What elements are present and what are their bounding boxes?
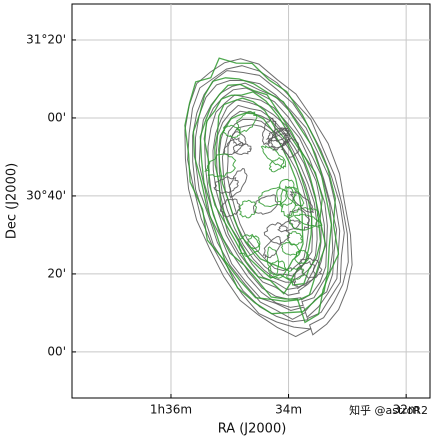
contour bbox=[285, 186, 305, 207]
contour bbox=[252, 194, 278, 215]
contour bbox=[276, 178, 297, 209]
y-axis-label: Dec (J2000) bbox=[5, 163, 20, 239]
contour bbox=[268, 156, 285, 173]
contour bbox=[292, 260, 316, 288]
contour bbox=[204, 153, 237, 178]
contour bbox=[222, 124, 241, 139]
contour bbox=[203, 91, 322, 295]
contour bbox=[184, 58, 353, 338]
contour bbox=[192, 70, 345, 323]
contour bbox=[199, 83, 327, 302]
contour bbox=[294, 249, 310, 265]
contour bbox=[294, 213, 323, 229]
grid bbox=[72, 4, 430, 398]
contour bbox=[262, 235, 282, 259]
contour bbox=[260, 145, 287, 170]
y-tick-label: 30°40' bbox=[26, 188, 66, 202]
contour bbox=[270, 127, 289, 152]
contour bbox=[289, 190, 314, 214]
contour bbox=[280, 137, 301, 158]
contour bbox=[231, 131, 247, 147]
contour bbox=[232, 142, 252, 156]
contour bbox=[219, 198, 241, 218]
contour bbox=[207, 94, 328, 301]
contour bbox=[213, 176, 239, 194]
contour bbox=[192, 77, 333, 314]
contour bbox=[280, 241, 301, 256]
contour bbox=[274, 129, 291, 146]
contour bbox=[263, 222, 291, 246]
contour bbox=[218, 110, 318, 283]
watermark: 知乎 @astroR2 bbox=[349, 403, 428, 417]
y-tick-label: 00' bbox=[47, 344, 66, 358]
contours bbox=[184, 57, 353, 338]
contour bbox=[267, 132, 291, 149]
contour bbox=[261, 117, 277, 146]
contour bbox=[288, 206, 320, 231]
plot-frame bbox=[71, 3, 431, 399]
x-tick-label: 1h36m bbox=[150, 403, 192, 417]
contour bbox=[187, 65, 349, 330]
x-axis-label: RA (J2000) bbox=[218, 422, 287, 437]
y-tick-label: 20' bbox=[47, 266, 66, 280]
contour bbox=[204, 87, 334, 308]
y-tick-label: 00' bbox=[47, 110, 66, 124]
contour bbox=[265, 127, 290, 143]
contour bbox=[184, 57, 340, 324]
x-tick-label: 32m bbox=[393, 403, 420, 417]
y-tick-label: 31°20' bbox=[26, 32, 66, 46]
contour bbox=[266, 246, 279, 276]
contour bbox=[286, 267, 306, 282]
contour bbox=[238, 233, 261, 258]
x-tick-label: 34m bbox=[275, 403, 302, 417]
contour bbox=[236, 110, 258, 134]
contour bbox=[215, 104, 322, 291]
contour bbox=[214, 97, 313, 283]
contour bbox=[228, 167, 248, 199]
contour bbox=[194, 79, 341, 320]
contour bbox=[277, 219, 302, 233]
contour bbox=[298, 257, 324, 279]
contour bbox=[221, 118, 313, 277]
contour bbox=[247, 235, 261, 250]
contour bbox=[237, 199, 258, 219]
